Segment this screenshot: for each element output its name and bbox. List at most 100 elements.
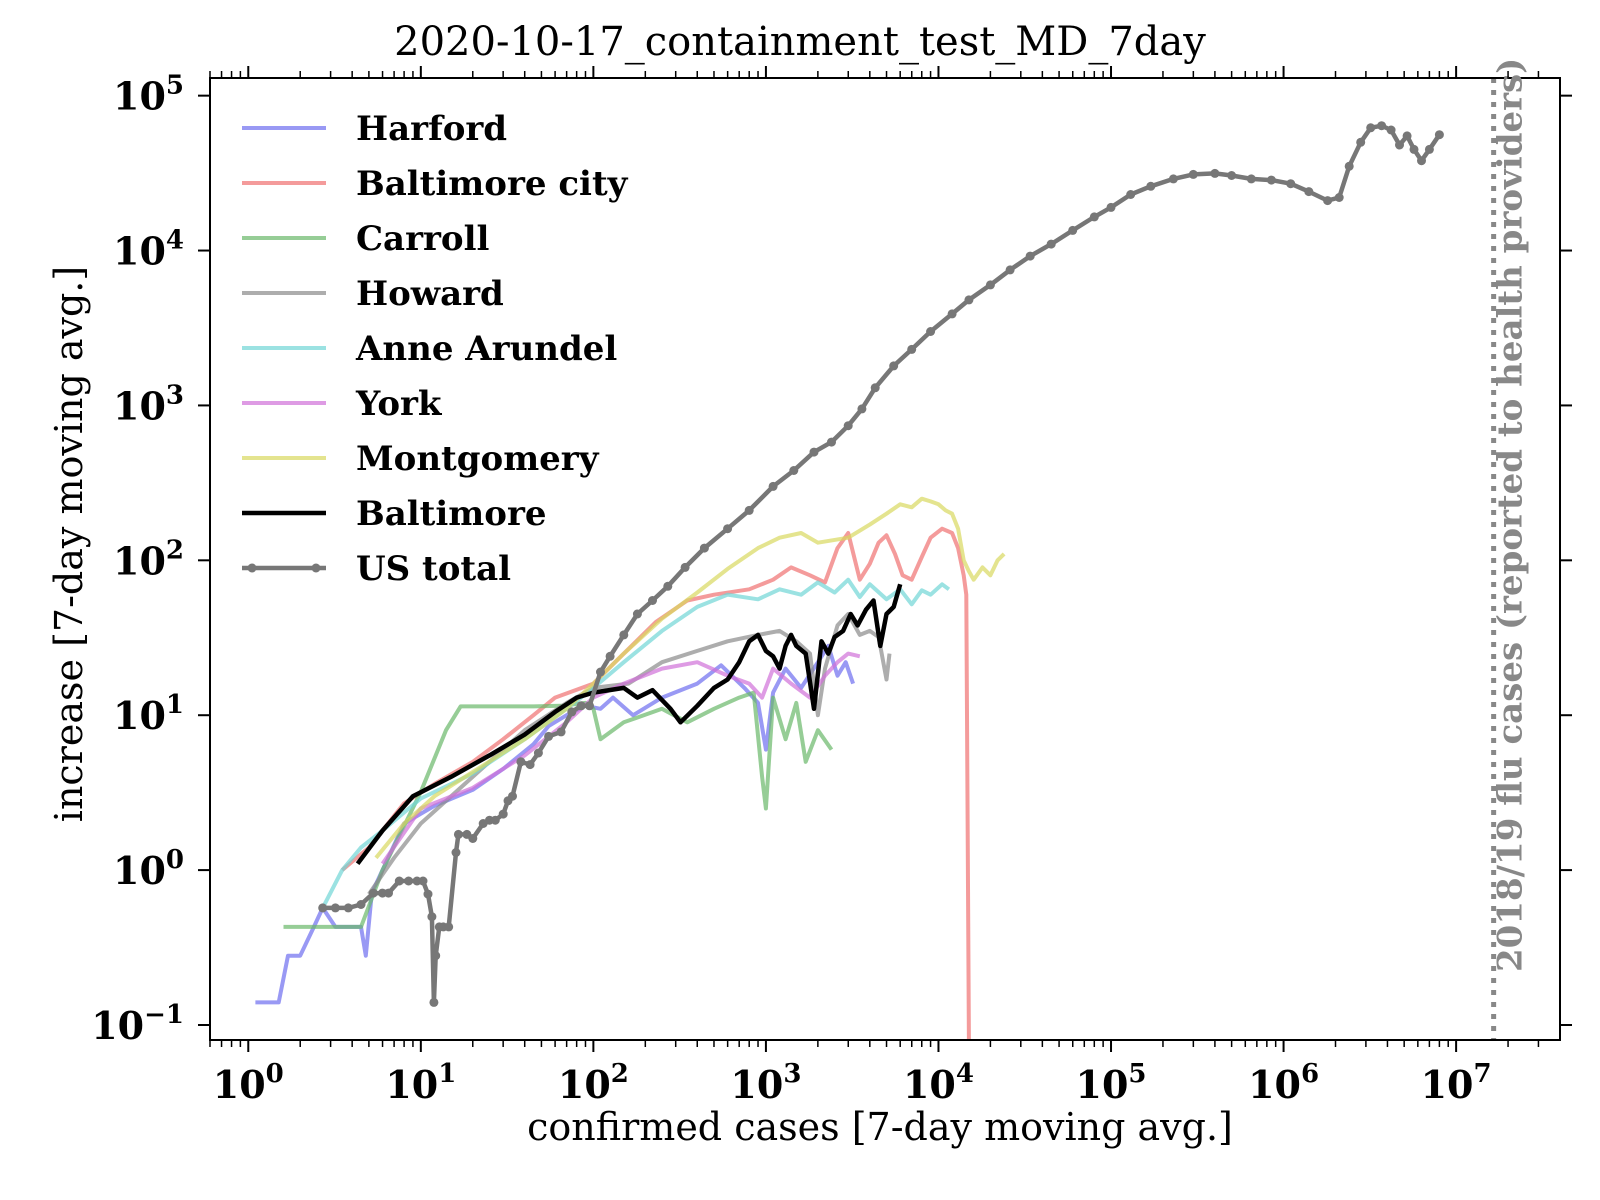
data-point	[318, 903, 328, 913]
data-point	[964, 295, 974, 305]
legend-label: Howard	[356, 274, 504, 314]
series-line-baltimore-city	[340, 526, 971, 1040]
series-line-anne-arundel	[320, 577, 951, 909]
data-point	[1366, 123, 1376, 133]
data-point	[1409, 144, 1419, 154]
data-point	[648, 596, 657, 605]
data-point	[508, 791, 517, 801]
legend-item-us-total: US total	[242, 549, 511, 589]
legend-label: Anne Arundel	[355, 329, 617, 369]
data-point	[1227, 171, 1237, 180]
legend-label: Carroll	[356, 219, 490, 259]
legend-item-york: York	[242, 384, 443, 424]
data-point	[768, 481, 778, 491]
legend-item-harford: Harford	[242, 109, 507, 149]
data-point	[907, 344, 917, 354]
series-baltimore	[355, 583, 903, 866]
data-point	[525, 760, 535, 770]
data-point	[404, 876, 414, 886]
series-us-total	[318, 121, 1444, 1007]
data-point	[490, 815, 500, 825]
data-point	[356, 900, 366, 909]
data-point	[423, 889, 433, 899]
data-point	[1304, 187, 1314, 197]
legend-item-montgomery: Montgomery	[242, 439, 600, 479]
data-point	[789, 466, 799, 475]
data-point	[1377, 121, 1387, 131]
series-line-york	[380, 651, 861, 865]
data-point	[1417, 156, 1426, 166]
legend-label: Harford	[356, 109, 507, 149]
data-point	[429, 997, 439, 1007]
legend-label: Montgomery	[356, 439, 600, 479]
data-point	[1386, 125, 1396, 135]
series-anne-arundel	[320, 577, 951, 909]
legend-item-baltimore: Baltimore	[242, 494, 547, 534]
legend-label: Baltimore	[356, 494, 547, 534]
series-line-baltimore	[355, 583, 903, 866]
data-point	[870, 383, 880, 393]
data-point	[985, 280, 995, 290]
data-point	[343, 903, 353, 913]
data-point	[1146, 181, 1156, 191]
reference-line-label: 2018/19 flu cases (reported to health pr…	[1491, 58, 1531, 972]
data-point	[451, 848, 461, 857]
x-tick-label: 105	[1076, 1059, 1147, 1107]
data-point	[1126, 190, 1136, 199]
data-point	[596, 667, 605, 677]
data-point	[1323, 196, 1333, 206]
x-tick-label: 103	[730, 1059, 801, 1107]
data-point	[1434, 130, 1444, 140]
series-carroll	[283, 690, 834, 929]
y-axis-label: increase [7-day moving avg.]	[47, 266, 91, 822]
data-point	[723, 524, 733, 534]
data-point	[585, 701, 594, 711]
data-point	[605, 651, 615, 661]
data-point	[889, 361, 899, 371]
x-axis-label: confirmed cases [7-day moving avg.]	[527, 1105, 1233, 1149]
x-tick-label: 106	[1248, 1059, 1319, 1107]
y-tick-label: 104	[113, 226, 184, 274]
series-baltimore-city	[340, 526, 971, 1040]
data-point	[444, 922, 454, 932]
data-point	[619, 630, 629, 640]
data-point	[663, 581, 673, 591]
y-tick-label: 103	[113, 380, 184, 428]
series-york	[380, 651, 861, 865]
data-point	[1246, 174, 1256, 184]
data-point	[556, 727, 566, 737]
legend-item-baltimore-city: Baltimore city	[242, 164, 629, 204]
data-point	[1089, 212, 1099, 222]
data-point	[544, 731, 554, 741]
data-point	[1068, 225, 1078, 235]
legend-label: Baltimore city	[356, 164, 629, 204]
data-point	[843, 421, 853, 431]
data-point	[1402, 131, 1412, 141]
data-point	[576, 701, 586, 711]
y-tick-label: 10−1	[91, 1000, 184, 1048]
data-point	[384, 888, 393, 898]
data-point	[1356, 137, 1366, 147]
data-point	[1168, 174, 1178, 184]
legend-label: York	[355, 384, 443, 424]
data-point	[744, 505, 754, 515]
data-point	[680, 562, 690, 572]
plot-frame	[209, 77, 1561, 1041]
data-point	[1286, 179, 1296, 189]
data-point	[1005, 265, 1015, 275]
data-point	[947, 309, 957, 319]
chart-title: 2020-10-17_containment_test_MD_7day	[394, 19, 1206, 65]
y-tick-label: 105	[113, 71, 184, 119]
data-point	[468, 834, 478, 843]
series-line-us-total	[322, 123, 1442, 1005]
data-point	[1344, 161, 1354, 171]
y-tick-label: 100	[113, 845, 184, 893]
data-point	[1266, 175, 1276, 185]
data-point	[632, 609, 642, 619]
data-point	[809, 447, 819, 457]
x-tick-label: 104	[903, 1059, 974, 1107]
data-point	[1395, 140, 1404, 150]
y-tick-label: 102	[113, 535, 184, 583]
data-point	[1046, 239, 1056, 249]
legend-item-anne-arundel: Anne Arundel	[242, 329, 617, 369]
